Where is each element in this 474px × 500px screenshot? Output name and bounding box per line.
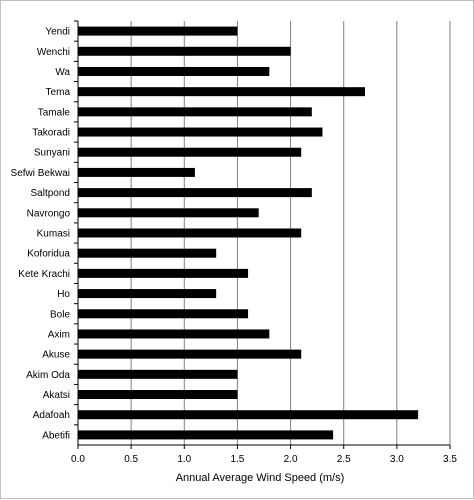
bar-tamale <box>78 107 312 117</box>
category-label: Sunyani <box>34 148 70 159</box>
x-tick-label: 3.5 <box>443 454 457 465</box>
category-label: Akatsi <box>43 390 70 401</box>
bar-akatsi <box>78 390 238 400</box>
category-label: Yendi <box>45 27 70 38</box>
bar-akim-oda <box>78 369 238 379</box>
bar-abetifi <box>78 430 334 440</box>
x-tick-label: 2.5 <box>337 454 351 465</box>
category-label: Kumasi <box>37 229 70 240</box>
x-tick-label: 1.5 <box>230 454 244 465</box>
category-label: Ho <box>57 289 70 300</box>
bar-bole <box>78 309 249 319</box>
bar-wenchi <box>78 46 291 56</box>
bar-kumasi <box>78 228 302 238</box>
category-label: Akim Oda <box>26 370 70 381</box>
bars <box>78 26 419 440</box>
bar-wa <box>78 66 270 76</box>
bar-sunyani <box>78 147 302 157</box>
category-label: Wa <box>55 67 70 78</box>
category-label: Tema <box>46 87 71 98</box>
x-tick-label: 3.0 <box>390 454 404 465</box>
bar-akuse <box>78 349 302 359</box>
category-label: Koforidua <box>27 249 70 260</box>
x-tick-label: 0.5 <box>124 454 138 465</box>
category-label: Saltpond <box>31 188 70 199</box>
category-label: Tamale <box>38 107 71 118</box>
bar-navrongo <box>78 208 259 218</box>
category-label: Navrongo <box>27 208 71 219</box>
x-axis-title: Annual Average Wind Speed (m/s) <box>176 472 345 484</box>
bar-ho <box>78 289 217 299</box>
category-label: Adafoah <box>33 410 70 421</box>
bar-yendi <box>78 26 238 36</box>
x-tick-label: 2.0 <box>284 454 298 465</box>
category-label: Axim <box>48 329 70 340</box>
bar-sefwi-bekwai <box>78 167 195 177</box>
bar-adafoah <box>78 410 419 420</box>
bar-takoradi <box>78 127 323 137</box>
category-label: Bole <box>50 309 70 320</box>
bar-koforidua <box>78 248 217 258</box>
bar-tema <box>78 87 365 97</box>
x-tick-labels: 0.0 0.5 1.0 1.5 2.0 2.5 3.0 3.5 <box>71 454 457 465</box>
category-label: Akuse <box>42 350 70 361</box>
category-labels: Yendi Wenchi Wa Tema Tamale Takoradi Sunyani Se… <box>11 27 71 442</box>
bar-saltpond <box>78 188 312 198</box>
category-label: Sefwi Bekwai <box>11 168 70 179</box>
bar-axim <box>78 329 270 339</box>
x-tick-label: 0.0 <box>71 454 85 465</box>
category-label: Wenchi <box>37 47 70 58</box>
bar-kete-krachi <box>78 268 249 278</box>
category-label: Abetifi <box>42 430 70 441</box>
x-tick-label: 1.0 <box>177 454 191 465</box>
category-label: Kete Krachi <box>18 269 70 280</box>
category-label: Takoradi <box>32 128 70 139</box>
